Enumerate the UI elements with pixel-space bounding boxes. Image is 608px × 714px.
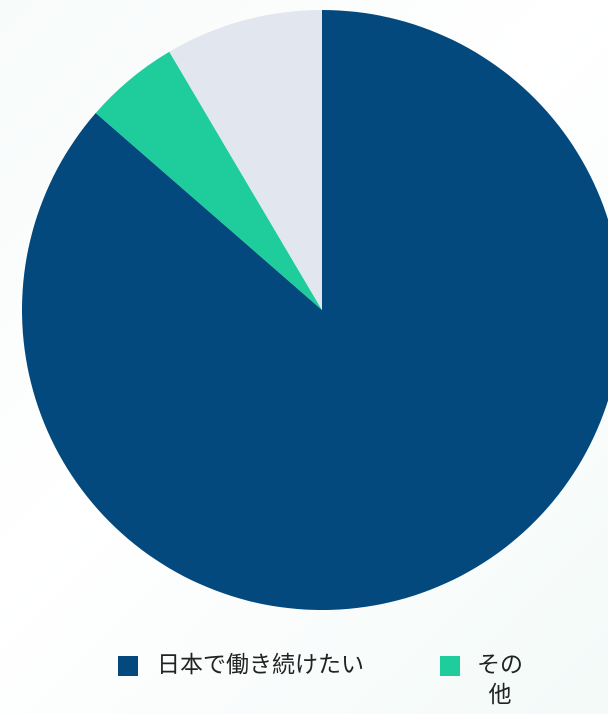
legend-label: その他 (477, 652, 523, 708)
pie-slice (22, 10, 608, 610)
legend-label: 日本で働き続けたい (157, 652, 364, 678)
pie-slice (95, 51, 323, 310)
legend-swatch (118, 656, 138, 676)
pie-slice (169, 10, 322, 310)
legend: 日本で働き続けたい その他 (0, 650, 608, 714)
legend-item: 日本で働き続けたい (118, 650, 373, 680)
legend-swatch (440, 656, 460, 676)
legend-item: その他 (440, 650, 530, 710)
chart (22, 10, 608, 610)
